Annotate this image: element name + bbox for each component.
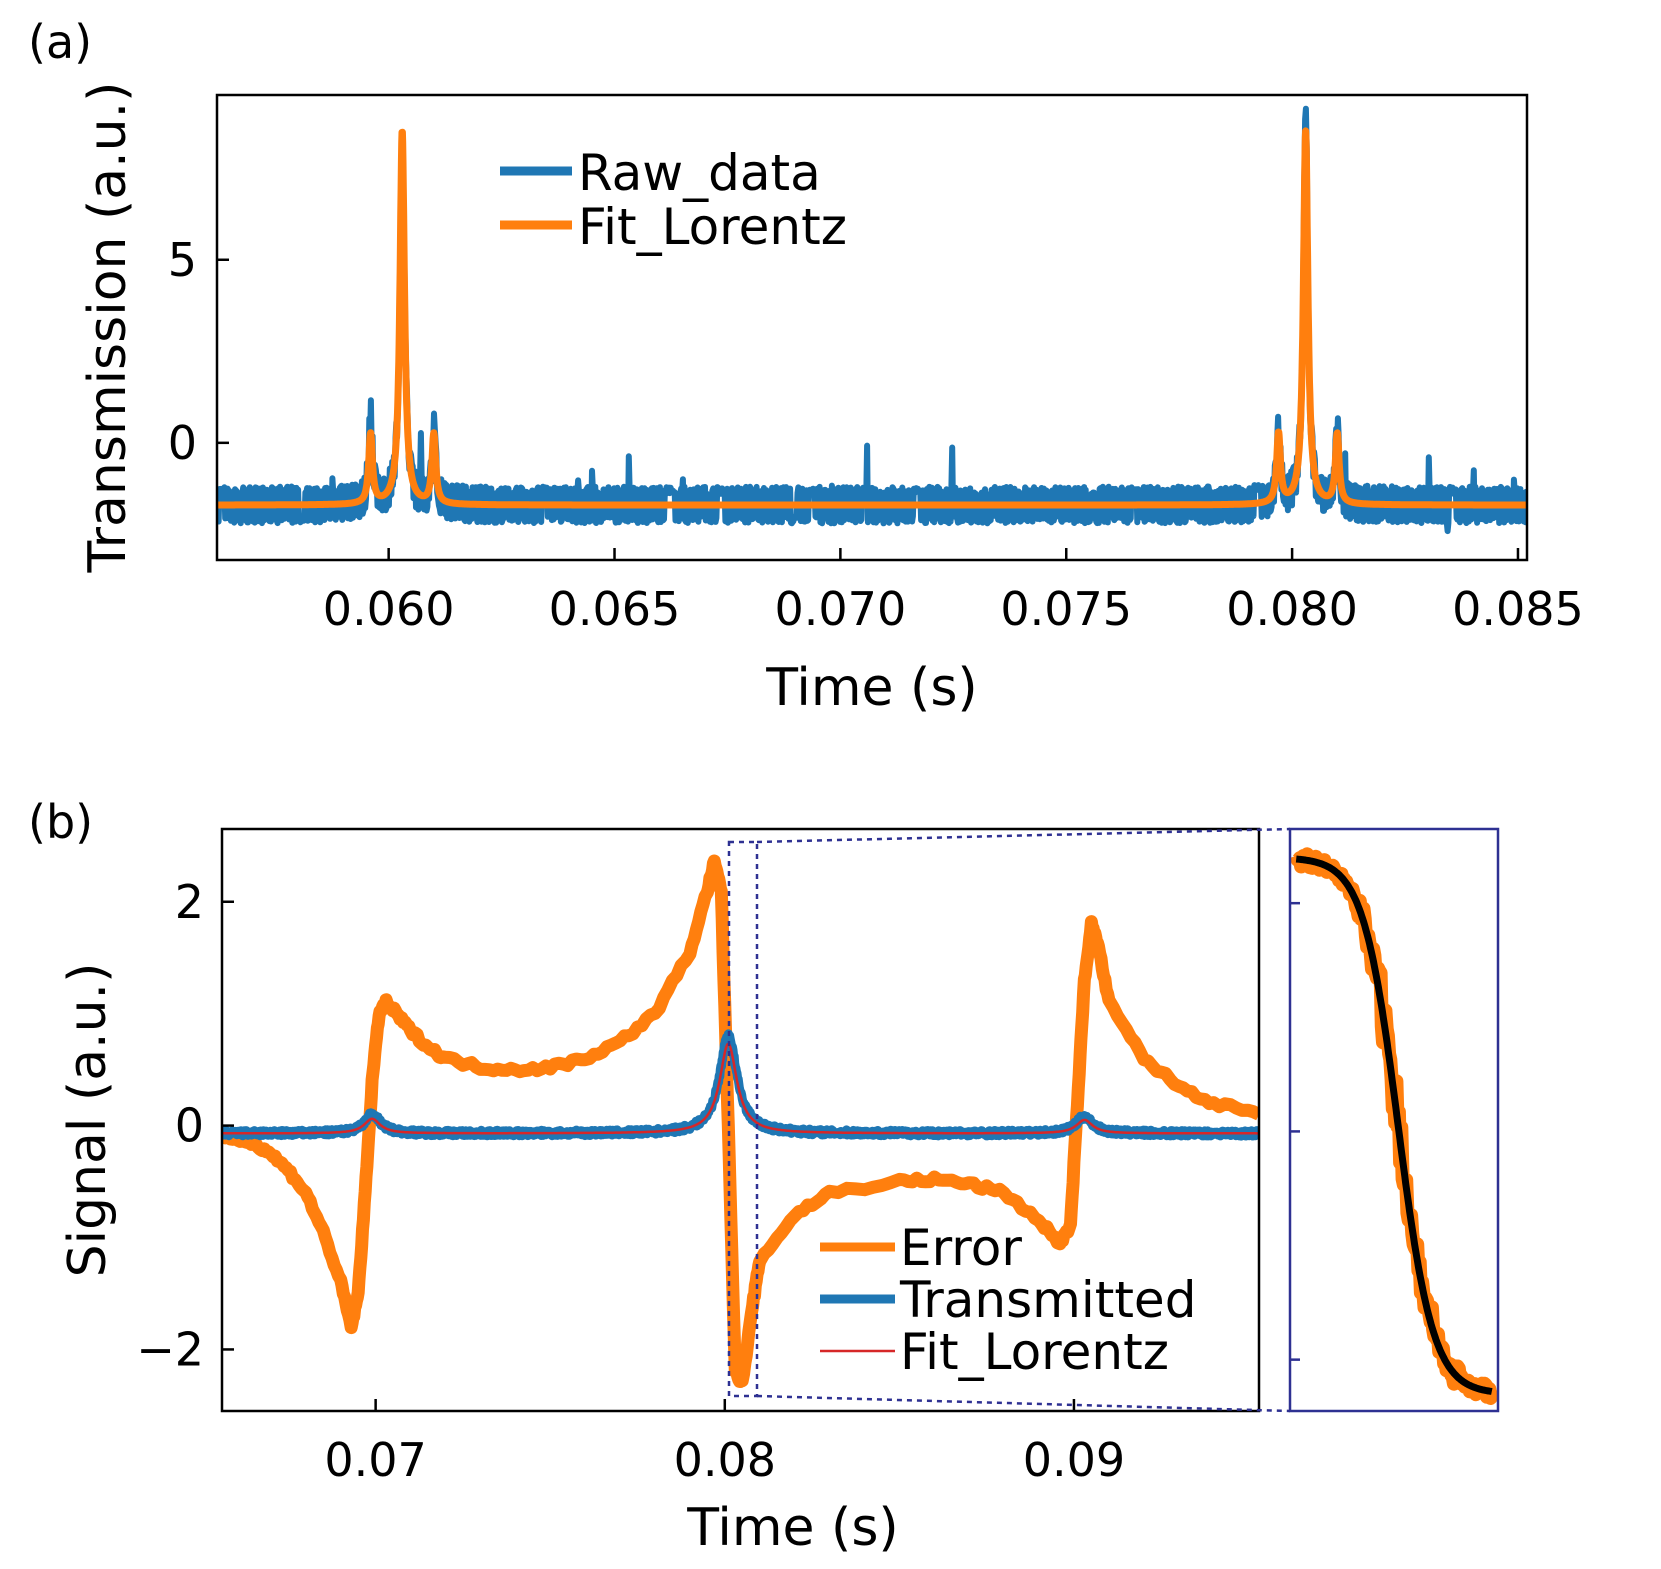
series-fit-lorentz: [217, 127, 1527, 509]
panel-a-chart: 0.060 0.065 0.070 0.075 0.080 0.085 0 5 Time (…: [78, 82, 1584, 718]
panel-b-xlabel: Time (s): [686, 1498, 898, 1558]
b-y-tick-label-2: 2: [175, 875, 204, 929]
x-tick-label-5: 0.085: [1452, 582, 1584, 636]
b-y-tick-label-0: −2: [136, 1322, 204, 1376]
panel-b-inset: [1288, 827, 1500, 1413]
b-x-tick-label-0: 0.07: [324, 1433, 426, 1487]
panel-a-ylabel: Transmission (a.u.): [78, 82, 138, 574]
b-x-tick-label-1: 0.08: [674, 1433, 776, 1487]
zoom-connector-top: [756, 827, 1291, 844]
x-tick-label-1: 0.065: [549, 582, 681, 636]
legend-label-fit-lorentz: Fit_Lorentz: [578, 198, 847, 256]
legend-label-error: Error: [900, 1219, 1022, 1277]
panel-b-frame: [220, 827, 1261, 1413]
panel-a-xlabel: Time (s): [765, 658, 977, 718]
panel-b-ylabel: Signal (a.u.): [58, 963, 118, 1278]
panel-a-frame: [215, 93, 1529, 562]
y-tick-label-0: 0: [168, 416, 197, 470]
panel-label-b: (b): [28, 795, 93, 849]
legend-label-fit-lorentz-b: Fit_Lorentz: [900, 1323, 1169, 1381]
b-x-tick-label-2: 0.09: [1023, 1433, 1125, 1487]
inset-frame: [1288, 827, 1500, 1413]
legend-label-transmitted: Transmitted: [899, 1271, 1196, 1329]
panel-a-legend: Raw_data Fit_Lorentz: [500, 144, 847, 256]
x-tick-label-0: 0.060: [323, 582, 455, 636]
panel-b-legend: Error Transmitted Fit_Lorentz: [820, 1219, 1196, 1381]
zoom-connector-bottom: [756, 1394, 1291, 1413]
zoom-region-box: [727, 840, 759, 1398]
x-tick-label-2: 0.070: [775, 582, 907, 636]
legend-label-raw-data: Raw_data: [578, 144, 821, 202]
inset-series-fit: [1295, 855, 1493, 1395]
x-tick-label-4: 0.080: [1226, 582, 1358, 636]
series-fit-lorentz-b: [222, 1042, 1259, 1135]
b-y-tick-label-1: 0: [175, 1099, 204, 1153]
x-tick-label-3: 0.075: [1000, 582, 1132, 636]
panel-b-chart: 0.07 0.08 0.09 −2 0 2 Time (s) Signal (a.u.)…: [58, 827, 1291, 1558]
series-error: [222, 854, 1259, 1388]
y-tick-label-1: 5: [168, 233, 197, 287]
panel-label-a: (a): [28, 15, 92, 69]
inset-series-error: [1290, 847, 1498, 1405]
